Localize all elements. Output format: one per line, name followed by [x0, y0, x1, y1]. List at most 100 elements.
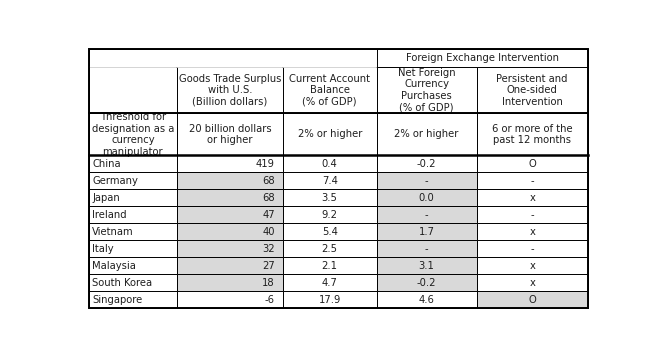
Bar — [282, 223, 377, 240]
Text: -0.2: -0.2 — [417, 278, 436, 288]
Bar — [377, 240, 477, 257]
Text: Persistent and
One-sided
Intervention: Persistent and One-sided Intervention — [496, 74, 568, 107]
Bar — [88, 257, 177, 274]
Text: 18: 18 — [262, 278, 275, 288]
Text: -0.2: -0.2 — [417, 159, 436, 169]
Bar — [88, 49, 177, 67]
Bar — [177, 67, 282, 113]
Bar — [377, 172, 477, 189]
Text: -: - — [425, 210, 428, 220]
Bar — [88, 291, 177, 308]
Text: 1.7: 1.7 — [418, 227, 435, 237]
Text: -: - — [531, 176, 534, 186]
Text: -: - — [531, 244, 534, 254]
Bar — [177, 113, 282, 155]
Bar — [88, 240, 177, 257]
Bar — [282, 257, 377, 274]
Text: Vietnam: Vietnam — [92, 227, 134, 237]
Bar — [377, 257, 477, 274]
Text: 4.7: 4.7 — [322, 278, 338, 288]
Text: South Korea: South Korea — [92, 278, 152, 288]
Bar — [377, 113, 477, 155]
Text: Malaysia: Malaysia — [92, 261, 136, 271]
Bar — [377, 206, 477, 223]
Text: 9.2: 9.2 — [321, 210, 338, 220]
Bar — [88, 274, 177, 291]
Text: O: O — [529, 295, 536, 305]
Text: Current Account
Balance
(% of GDP): Current Account Balance (% of GDP) — [289, 74, 370, 107]
Bar — [477, 223, 588, 240]
Bar — [477, 189, 588, 206]
Text: x: x — [529, 227, 535, 237]
Text: 2.1: 2.1 — [321, 261, 338, 271]
Text: -6: -6 — [265, 295, 275, 305]
Text: Net Foreign
Currency
Purchases
(% of GDP): Net Foreign Currency Purchases (% of GDP… — [398, 68, 455, 113]
Bar — [282, 274, 377, 291]
Bar — [88, 67, 177, 113]
Text: Japan: Japan — [92, 193, 120, 203]
Bar — [282, 155, 377, 172]
Text: Goods Trade Surplus
with U.S.
(Billion dollars): Goods Trade Surplus with U.S. (Billion d… — [179, 74, 281, 107]
Text: Singapore: Singapore — [92, 295, 143, 305]
Bar — [377, 291, 477, 308]
Bar — [177, 155, 282, 172]
Bar — [477, 113, 588, 155]
Text: 68: 68 — [262, 176, 275, 186]
Bar — [177, 274, 282, 291]
Text: -: - — [425, 244, 428, 254]
Text: x: x — [529, 278, 535, 288]
Text: 6 or more of the
past 12 months: 6 or more of the past 12 months — [492, 124, 572, 145]
Text: x: x — [529, 193, 535, 203]
Bar — [282, 172, 377, 189]
Bar — [477, 257, 588, 274]
Text: 32: 32 — [262, 244, 275, 254]
Bar — [88, 113, 177, 155]
Bar — [282, 113, 377, 155]
Text: 5.4: 5.4 — [322, 227, 338, 237]
Bar — [377, 67, 477, 113]
Bar — [177, 172, 282, 189]
Text: 0.0: 0.0 — [419, 193, 434, 203]
Bar — [477, 274, 588, 291]
Text: 0.4: 0.4 — [322, 159, 337, 169]
Bar — [282, 206, 377, 223]
Text: 47: 47 — [262, 210, 275, 220]
Text: Italy: Italy — [92, 244, 114, 254]
Bar — [88, 223, 177, 240]
Text: China: China — [92, 159, 121, 169]
Bar — [377, 223, 477, 240]
Bar — [282, 291, 377, 308]
Text: 3.1: 3.1 — [418, 261, 435, 271]
Text: -: - — [425, 176, 428, 186]
Text: 20 billion dollars
or higher: 20 billion dollars or higher — [189, 124, 271, 145]
Bar — [282, 49, 377, 67]
Bar — [477, 206, 588, 223]
Bar — [377, 49, 588, 67]
Text: 2.5: 2.5 — [321, 244, 338, 254]
Bar — [177, 206, 282, 223]
Text: 2% or higher: 2% or higher — [298, 129, 362, 139]
Bar — [377, 189, 477, 206]
Text: 7.4: 7.4 — [322, 176, 338, 186]
Bar — [377, 274, 477, 291]
Bar — [177, 49, 282, 67]
Bar — [477, 67, 588, 113]
Bar — [88, 189, 177, 206]
Bar — [177, 189, 282, 206]
Text: -: - — [531, 210, 534, 220]
Text: Ireland: Ireland — [92, 210, 127, 220]
Text: 2% or higher: 2% or higher — [395, 129, 459, 139]
Bar — [177, 240, 282, 257]
Bar — [88, 172, 177, 189]
Bar — [88, 155, 177, 172]
Bar — [177, 223, 282, 240]
Text: 419: 419 — [256, 159, 275, 169]
Bar — [88, 206, 177, 223]
Text: 17.9: 17.9 — [319, 295, 341, 305]
Bar — [477, 240, 588, 257]
Bar — [282, 240, 377, 257]
Text: x: x — [529, 261, 535, 271]
Bar — [477, 291, 588, 308]
Bar — [282, 67, 377, 113]
Bar — [477, 172, 588, 189]
